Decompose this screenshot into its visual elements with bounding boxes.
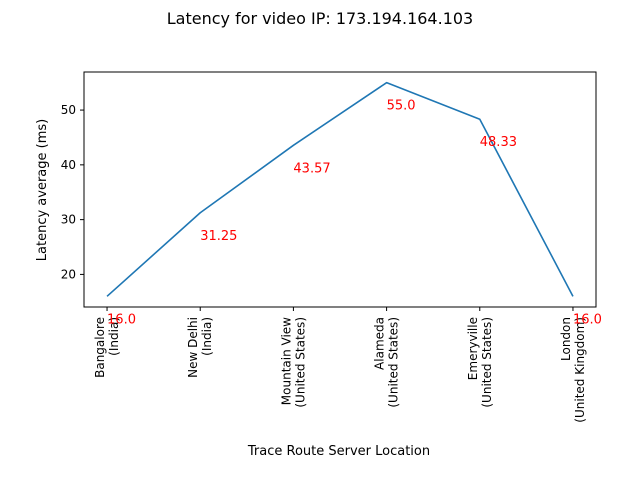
x-tick-label: London (United Kingdom) bbox=[559, 317, 587, 423]
data-label: 31.25 bbox=[200, 229, 237, 244]
x-tick-label: New Delhi (India) bbox=[186, 317, 214, 378]
data-label: 48.33 bbox=[480, 135, 517, 150]
x-axis-label: Trace Route Server Location bbox=[247, 444, 430, 459]
x-tick-label: Emeryville (United States) bbox=[466, 317, 494, 408]
x-tick-label-line: London bbox=[559, 317, 573, 361]
data-label: 16.0 bbox=[107, 312, 136, 327]
data-label: 16.0 bbox=[573, 312, 602, 327]
y-tick-label: 50 bbox=[61, 103, 76, 117]
x-tick-label-line: Alameda bbox=[373, 317, 387, 370]
x-tick-label-line: New Delhi bbox=[186, 317, 200, 378]
y-axis-label: Latency average (ms) bbox=[35, 119, 50, 261]
x-tick-label-line: (United States) bbox=[387, 317, 401, 408]
x-tick-label-line: (India) bbox=[200, 317, 214, 356]
y-tick-label: 30 bbox=[61, 213, 76, 227]
data-label: 43.57 bbox=[293, 161, 330, 176]
y-tick-label: 40 bbox=[61, 158, 76, 172]
x-tick-label-line: (United States) bbox=[480, 317, 494, 408]
plot-frame bbox=[83, 71, 597, 308]
y-tick-label: 20 bbox=[61, 267, 76, 281]
x-tick-label-line: Emeryville bbox=[466, 317, 480, 380]
series-line bbox=[106, 81, 574, 297]
x-tick-label-line: Mountain View bbox=[279, 317, 293, 405]
x-tick-label: Bangalore (India) bbox=[93, 317, 121, 378]
x-tick-label-line: (United States) bbox=[293, 317, 307, 408]
x-tick-label-line: (United Kingdom) bbox=[573, 317, 587, 423]
x-tick-label: Alameda (United States) bbox=[373, 317, 401, 408]
x-tick-label-line: Bangalore bbox=[93, 317, 107, 378]
chart-title: Latency for video IP: 173.194.164.103 bbox=[167, 9, 473, 28]
x-tick-label: Mountain View (United States) bbox=[279, 317, 307, 408]
x-tick-label-line: (India) bbox=[107, 317, 121, 356]
data-label: 55.0 bbox=[387, 99, 416, 114]
